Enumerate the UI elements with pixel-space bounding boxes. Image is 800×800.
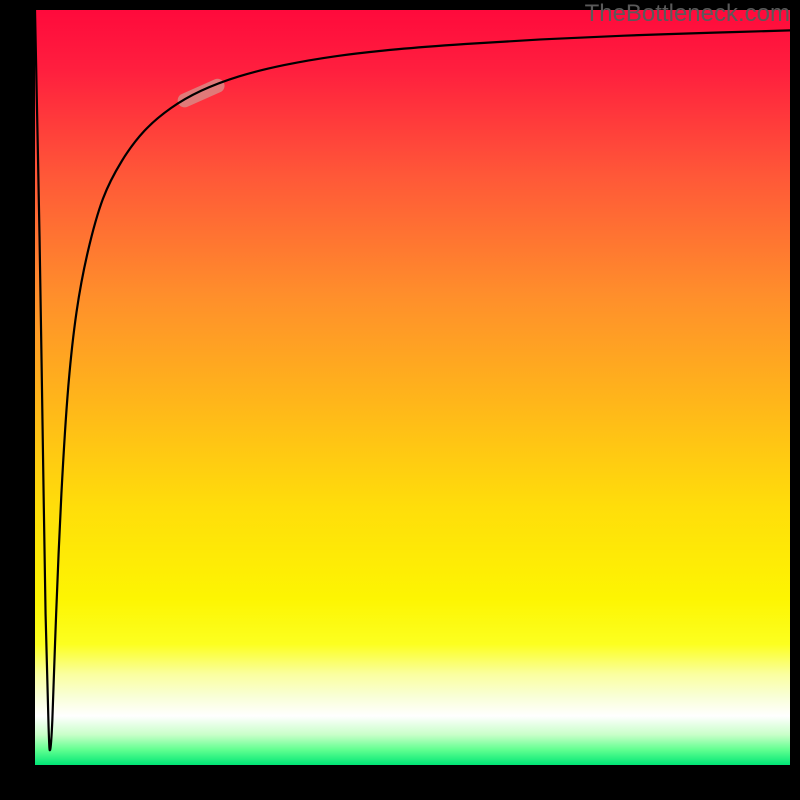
gradient-background: [35, 10, 790, 765]
watermark-text: TheBottleneck.com: [585, 0, 790, 28]
plot-area: [35, 10, 790, 765]
chart-canvas: TheBottleneck.com: [0, 0, 800, 800]
